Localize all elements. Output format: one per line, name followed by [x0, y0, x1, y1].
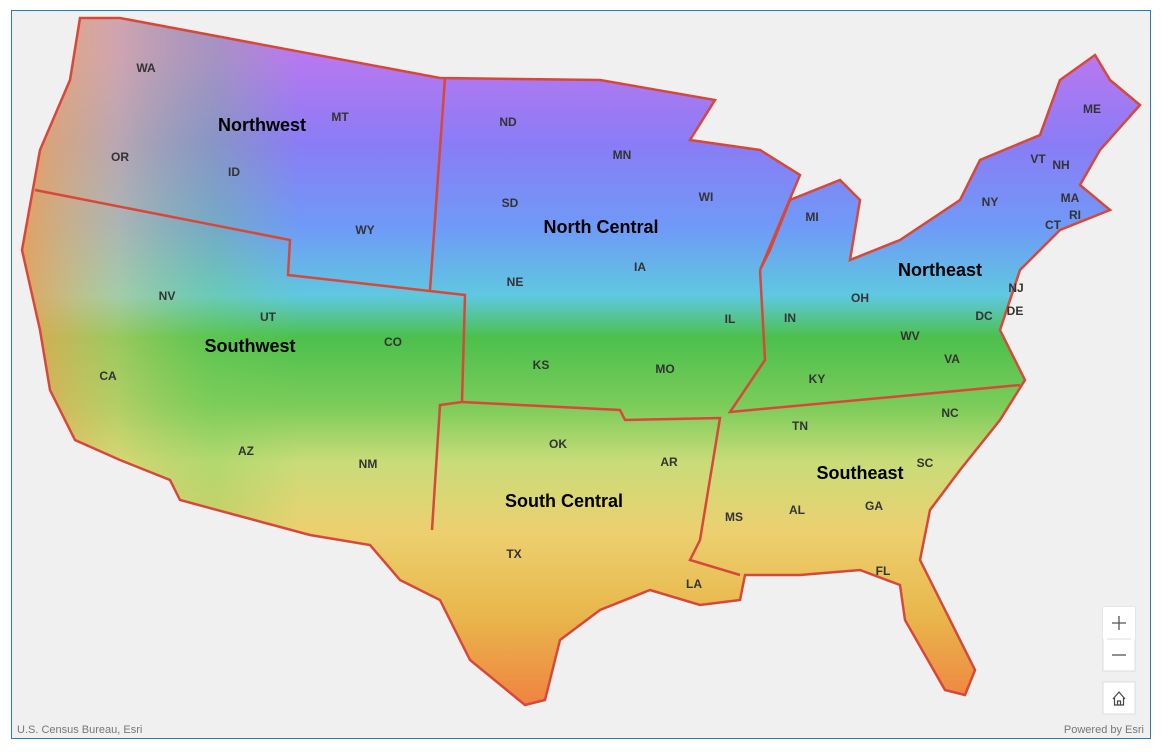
state-label: RI [1069, 208, 1081, 222]
state-label: CO [384, 335, 402, 349]
state-label: NE [507, 275, 524, 289]
state-label: IA [634, 260, 646, 274]
state-label: ME [1083, 102, 1101, 116]
state-label: VT [1030, 152, 1046, 166]
state-label: OR [111, 150, 129, 164]
state-label: IL [725, 312, 736, 326]
region-label: Northwest [218, 115, 306, 135]
state-label: MS [725, 510, 743, 524]
region-border [727, 269, 1021, 414]
attribution-right: Powered by Esri [1064, 724, 1144, 736]
state-label: CA [99, 369, 117, 383]
state-label: NH [1052, 158, 1069, 172]
state-label: AL [789, 503, 805, 517]
state-label: SD [502, 196, 519, 210]
region-label: Northeast [898, 260, 982, 280]
state-label: WV [900, 329, 919, 343]
region-label: Southeast [816, 463, 903, 483]
zoom-in-icon[interactable] [1112, 616, 1126, 630]
state-label: WA [136, 61, 156, 75]
state-label: ID [228, 165, 240, 179]
region-border [428, 77, 447, 291]
attribution-bar [12, 722, 1150, 738]
state-label: FL [876, 564, 891, 578]
region-border [34, 188, 467, 531]
state-label: AR [660, 455, 678, 469]
state-label: CT [1045, 218, 1062, 232]
region-borders [34, 77, 1021, 577]
state-label: MO [655, 362, 674, 376]
region-label: North Central [543, 217, 658, 237]
state-label: GA [865, 499, 883, 513]
state-label: SC [917, 456, 934, 470]
state-label: UT [260, 310, 277, 324]
state-label: WI [699, 190, 714, 204]
region-border [461, 400, 741, 577]
attribution-left: U.S. Census Bureau, Esri [17, 724, 142, 736]
home-button[interactable] [1102, 681, 1136, 715]
state-label: MT [331, 110, 349, 124]
zoom-out-button[interactable] [1104, 640, 1134, 670]
state-label: WY [355, 223, 374, 237]
state-label: TN [792, 419, 808, 433]
state-label: VA [944, 352, 960, 366]
state-label: LA [686, 577, 702, 591]
state-label: ND [499, 115, 517, 129]
zoom-controls [1102, 606, 1136, 715]
state-label: OH [851, 291, 869, 305]
state-label: IN [784, 311, 796, 325]
state-label: NV [159, 289, 176, 303]
state-label: NJ [1008, 281, 1023, 295]
region-label: Southwest [204, 336, 295, 356]
state-label: MA [1061, 191, 1080, 205]
state-label: MI [805, 210, 818, 224]
state-label: NY [982, 195, 999, 209]
state-label: KY [809, 372, 826, 386]
state-label: TX [506, 547, 521, 561]
state-label: NC [941, 406, 959, 420]
us-outline [20, 16, 1142, 707]
region-label: South Central [505, 491, 623, 511]
state-label: DC [975, 309, 993, 323]
zoom-in-button[interactable] [1103, 607, 1135, 639]
home-icon[interactable] [1112, 691, 1126, 706]
state-label: MN [613, 148, 632, 162]
home-bg[interactable] [1102, 681, 1136, 715]
state-label: DE [1007, 304, 1024, 318]
labels: WA MT OR ID ND MN WI MI SD WY IA NE NV UT CO KS MO IL IN OH… [99, 61, 1101, 591]
state-label: AZ [238, 444, 254, 458]
state-label: NM [359, 457, 378, 471]
state-label: KS [533, 358, 550, 372]
state-label: OK [549, 437, 567, 451]
